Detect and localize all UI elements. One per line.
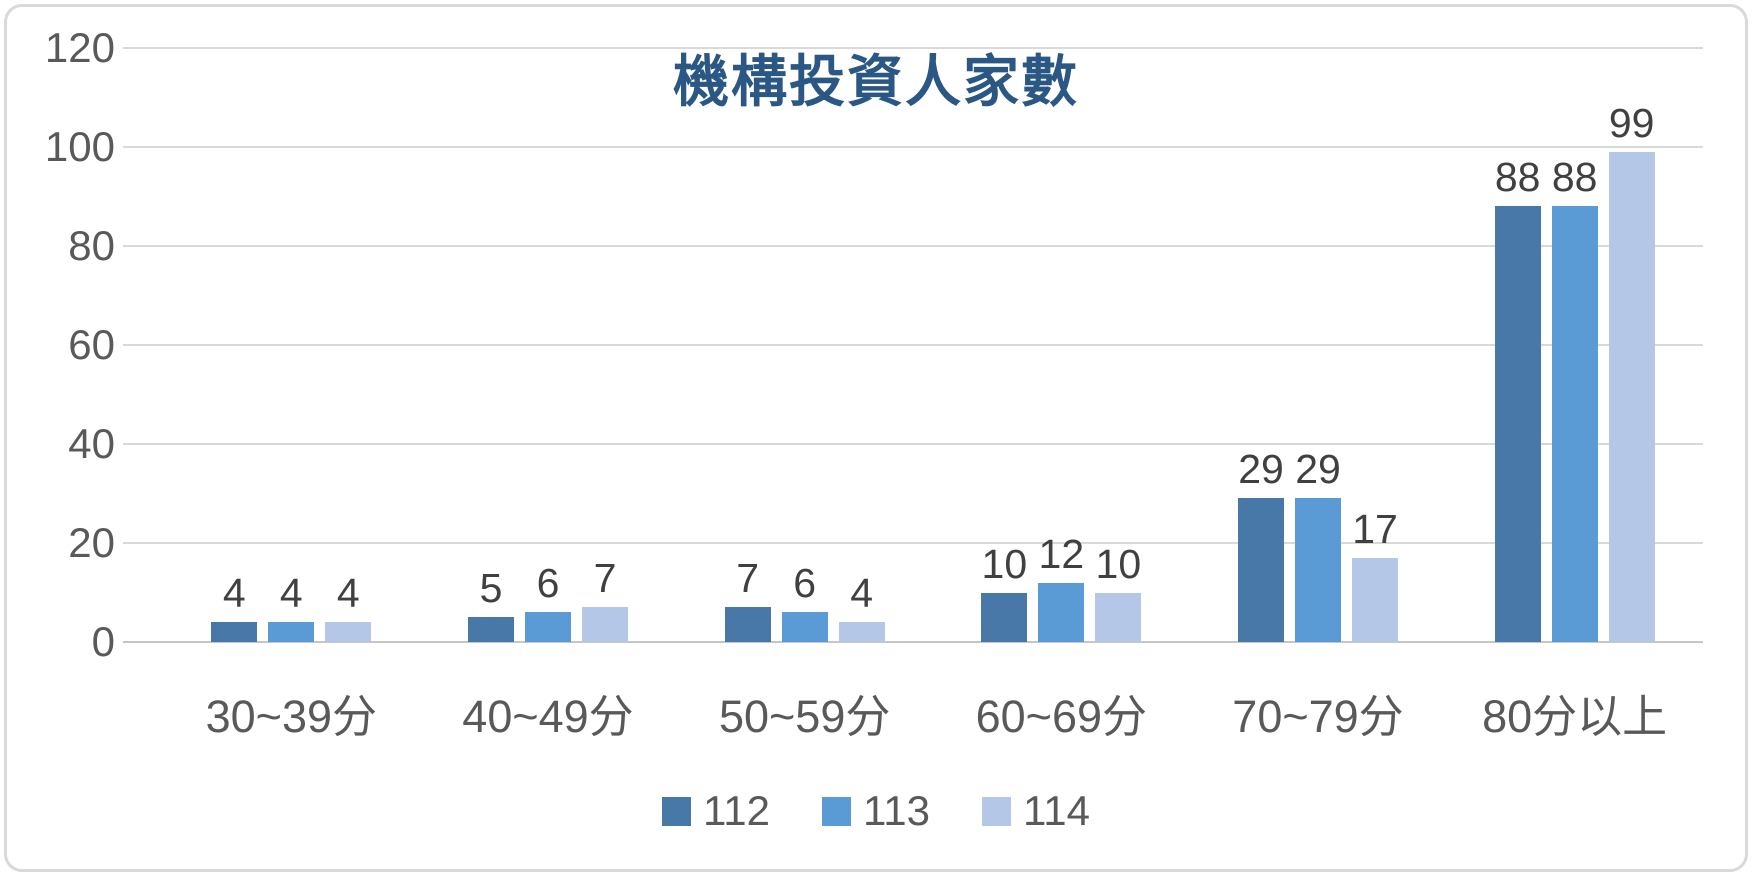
legend-item-114: 114 xyxy=(981,787,1090,834)
bar-value-label: 4 xyxy=(279,570,303,617)
bar-114-70~79分 xyxy=(1352,557,1398,642)
bar-value-label: 12 xyxy=(1038,530,1085,577)
bar-value-label: 10 xyxy=(981,540,1028,587)
bar-113-50~59分 xyxy=(781,612,828,642)
x-axis-category-label: 70~79分 xyxy=(1232,691,1404,742)
bar-value-label: 99 xyxy=(1608,99,1655,146)
bar-value-label: 6 xyxy=(536,560,560,607)
bar-113-70~79分 xyxy=(1295,498,1341,642)
y-axis-tick-label: 120 xyxy=(44,24,115,71)
legend-label: 113 xyxy=(863,787,930,834)
bar-112-70~79分 xyxy=(1238,498,1284,642)
bar-value-label: 88 xyxy=(1494,154,1541,201)
bar-114-50~59分 xyxy=(838,622,885,642)
bar-112-80分以上 xyxy=(1494,206,1541,642)
bar-113-30~39分 xyxy=(268,622,315,642)
gridline-40 xyxy=(123,443,1703,445)
gridline-80 xyxy=(123,245,1703,247)
y-axis-tick-label: 20 xyxy=(68,519,115,566)
x-axis-category-label: 80分以上 xyxy=(1482,691,1668,742)
legend-swatch-icon xyxy=(822,796,852,826)
y-axis-tick-label: 0 xyxy=(91,618,115,665)
bar-value-label: 29 xyxy=(1295,446,1341,493)
bar-value-label: 4 xyxy=(850,570,874,617)
bar-value-label: 4 xyxy=(222,570,246,617)
bar-value-label: 5 xyxy=(479,565,503,612)
chart-container: 機構投資人家數 0 20 40 60 80 100 120 4 4 4 30~39分 5 6 7 40~49… xyxy=(4,4,1748,872)
gridline-60 xyxy=(123,344,1703,346)
x-axis-category-label: 30~39分 xyxy=(205,691,378,742)
gridline-0 xyxy=(123,641,1703,643)
x-axis-category-label: 60~69分 xyxy=(975,691,1148,742)
bar-113-40~49分 xyxy=(525,612,571,642)
y-axis-tick-label: 60 xyxy=(68,321,115,368)
chart-title: 機構投資人家數 xyxy=(673,50,1079,113)
legend-swatch-icon xyxy=(981,796,1011,826)
y-axis-tick-label: 40 xyxy=(68,420,115,467)
bar-113-60~69分 xyxy=(1038,582,1085,642)
bar-114-40~49分 xyxy=(582,607,628,642)
legend-swatch-icon xyxy=(662,796,692,826)
bar-value-label: 6 xyxy=(793,560,817,607)
y-axis-tick-label: 100 xyxy=(44,123,115,170)
bar-value-label: 4 xyxy=(336,570,360,617)
bar-value-label: 29 xyxy=(1238,446,1284,493)
bar-112-30~39分 xyxy=(211,622,258,642)
bar-value-label: 88 xyxy=(1551,154,1598,201)
gridline-20 xyxy=(123,542,1703,544)
bar-112-40~49分 xyxy=(468,617,514,642)
legend-label: 112 xyxy=(703,787,771,834)
legend-item-113: 113 xyxy=(822,790,930,832)
gridline-120 xyxy=(123,47,1703,49)
bar-value-label: 10 xyxy=(1095,540,1142,587)
bar-113-80分以上 xyxy=(1551,206,1598,642)
x-axis-category-label: 40~49分 xyxy=(462,691,634,742)
gridline-100 xyxy=(123,146,1703,148)
bar-value-label: 17 xyxy=(1352,505,1398,552)
legend-label: 114 xyxy=(1022,787,1090,834)
bar-value-label: 7 xyxy=(736,555,760,602)
bar-value-label: 7 xyxy=(593,555,617,602)
bar-112-50~59分 xyxy=(724,607,771,642)
y-axis-tick-label: 80 xyxy=(68,222,115,269)
bar-112-60~69分 xyxy=(981,592,1028,642)
bar-114-60~69分 xyxy=(1095,592,1142,642)
x-axis-category-label: 50~59分 xyxy=(718,691,891,742)
legend-item-112: 112 xyxy=(662,790,770,832)
bar-114-80分以上 xyxy=(1608,151,1655,642)
legend: 112 113 114 xyxy=(7,790,1745,832)
bar-114-30~39分 xyxy=(325,622,372,642)
